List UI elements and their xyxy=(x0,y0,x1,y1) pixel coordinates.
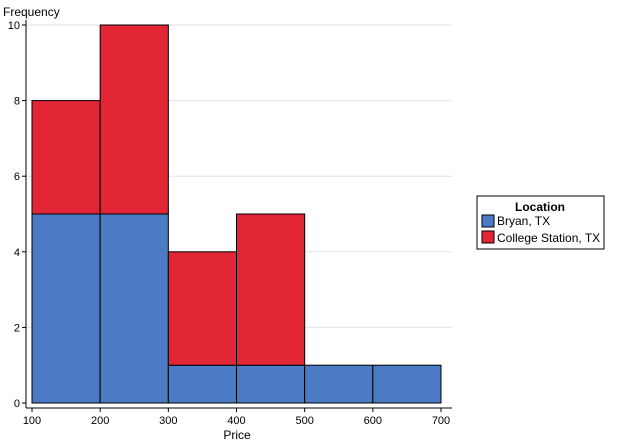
bar-college-station xyxy=(236,213,306,366)
x-tick-label: 200 xyxy=(91,415,109,427)
legend-label-bryan: Bryan, TX xyxy=(497,214,550,228)
x-tick-label: 700 xyxy=(432,415,450,427)
y-tick-label: 8 xyxy=(14,96,20,108)
x-tick-label: 300 xyxy=(159,415,177,427)
y-tick-label: 0 xyxy=(14,398,20,410)
x-tick-label: 500 xyxy=(295,415,313,427)
y-tick-label: 10 xyxy=(8,20,20,32)
legend: Location Bryan, TX College Station, TX xyxy=(476,195,605,250)
bar-college-station xyxy=(31,100,101,215)
legend-swatch-bryan xyxy=(481,214,495,228)
legend-title: Location xyxy=(515,200,565,214)
y-tick-label: 6 xyxy=(14,171,20,183)
bar-bryan xyxy=(304,364,374,404)
bar-bryan xyxy=(236,364,306,404)
bar-bryan xyxy=(31,213,101,404)
axes: 0 2 4 6 8 10 100 200 300 400 500 600 700 xyxy=(8,20,452,427)
x-tick-label: 400 xyxy=(227,415,245,427)
bar-college-station xyxy=(99,24,169,215)
legend-box xyxy=(476,195,605,250)
legend-swatch-college-station xyxy=(481,230,495,244)
bar-bryan xyxy=(167,364,237,404)
legend-label-college-station: College Station, TX xyxy=(497,231,600,245)
bars xyxy=(31,24,442,404)
x-tick-label: 600 xyxy=(364,415,382,427)
y-tick-label: 4 xyxy=(14,247,20,259)
bar-college-station xyxy=(167,251,237,366)
x-tick-label: 100 xyxy=(23,415,41,427)
bar-bryan xyxy=(99,213,169,404)
y-tick-label: 2 xyxy=(14,322,20,334)
bar-bryan xyxy=(372,364,442,404)
x-axis-label: Price xyxy=(223,428,251,442)
y-axis-label: Frequency xyxy=(3,5,60,19)
